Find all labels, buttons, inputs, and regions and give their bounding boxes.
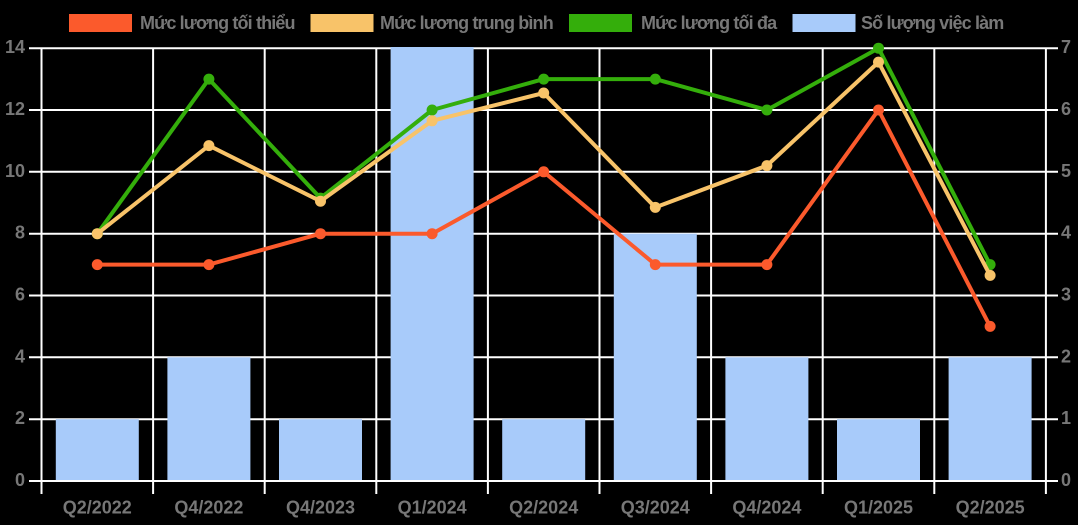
- svg-text:Q2/2022: Q2/2022: [63, 497, 132, 517]
- svg-text:8: 8: [15, 223, 25, 243]
- svg-text:6: 6: [15, 285, 25, 305]
- svg-text:Mức lương trung bình: Mức lương trung bình: [380, 13, 553, 33]
- svg-text:Q2/2024: Q2/2024: [509, 497, 578, 517]
- svg-text:Mức lương tối đa: Mức lương tối đa: [641, 13, 778, 33]
- svg-text:0: 0: [15, 470, 25, 490]
- svg-text:2: 2: [1061, 346, 1071, 366]
- svg-text:4: 4: [15, 346, 25, 366]
- svg-text:12: 12: [5, 99, 25, 119]
- svg-text:Mức lương tối thiểu: Mức lương tối thiểu: [140, 13, 295, 33]
- svg-text:14: 14: [5, 37, 25, 57]
- svg-text:Q1/2024: Q1/2024: [398, 497, 467, 517]
- svg-text:Số lượng việc làm: Số lượng việc làm: [861, 13, 1003, 33]
- svg-text:Q4/2023: Q4/2023: [286, 497, 355, 517]
- svg-text:1: 1: [1061, 408, 1071, 428]
- svg-text:Q3/2024: Q3/2024: [621, 497, 690, 517]
- svg-text:7: 7: [1061, 37, 1071, 57]
- svg-text:4: 4: [1061, 223, 1071, 243]
- svg-text:Q2/2025: Q2/2025: [956, 497, 1025, 517]
- svg-text:5: 5: [1061, 161, 1071, 181]
- svg-text:Q1/2025: Q1/2025: [844, 497, 913, 517]
- svg-text:2: 2: [15, 408, 25, 428]
- svg-text:Q4/2024: Q4/2024: [732, 497, 801, 517]
- svg-text:3: 3: [1061, 285, 1071, 305]
- svg-text:6: 6: [1061, 99, 1071, 119]
- svg-text:0: 0: [1061, 470, 1071, 490]
- svg-text:Q4/2022: Q4/2022: [174, 497, 243, 517]
- svg-text:10: 10: [5, 161, 25, 181]
